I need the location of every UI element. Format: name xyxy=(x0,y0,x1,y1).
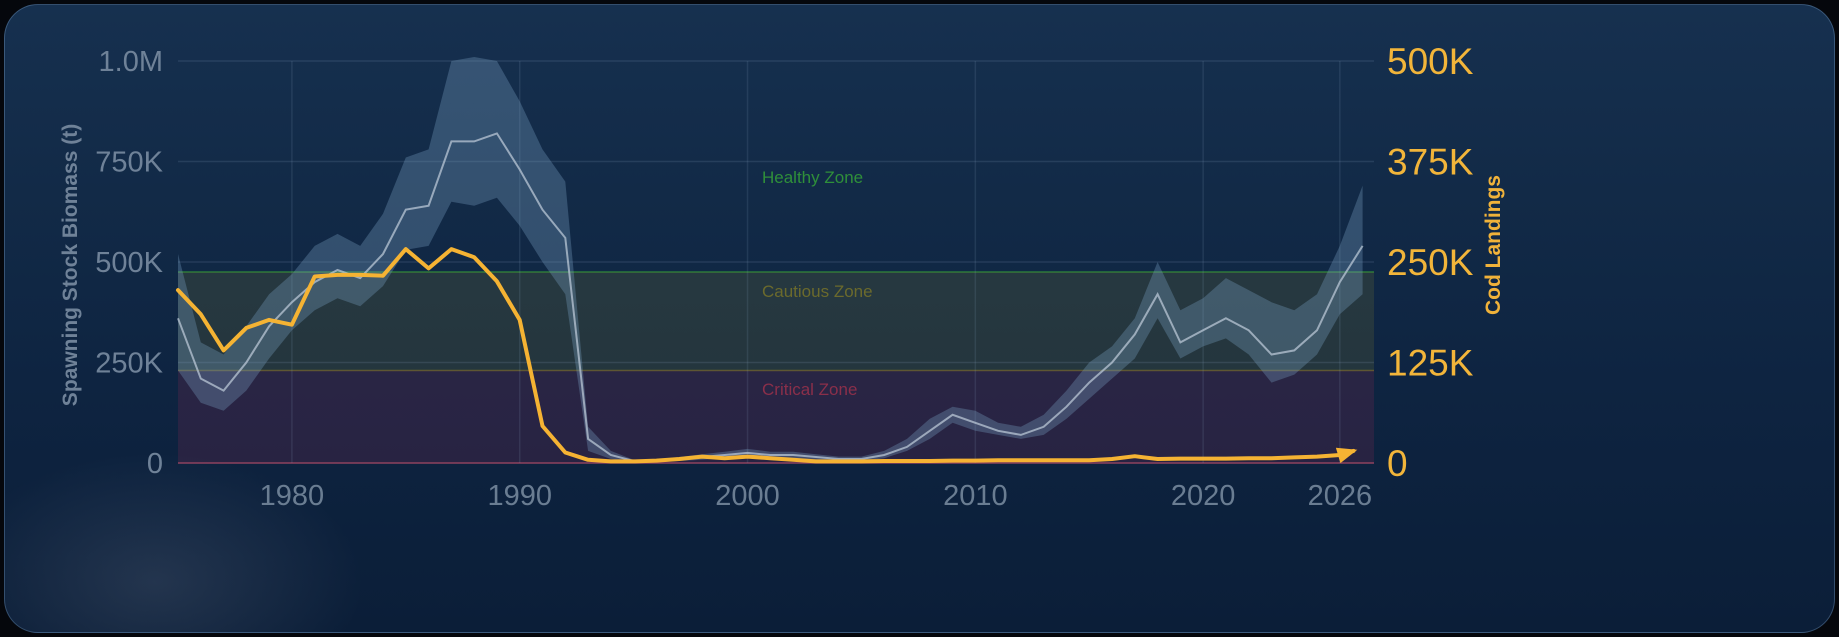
y-tick-label: 500K xyxy=(95,247,163,279)
grid-layer xyxy=(178,60,1374,464)
zones-layer xyxy=(178,271,1374,464)
zone-label: Critical Zone xyxy=(762,380,857,399)
x-tick-label: 2020 xyxy=(1171,480,1236,512)
y-tick-label: 250K xyxy=(95,348,163,380)
biomass-confidence-band xyxy=(178,57,1363,463)
zone-cautious-zone-area xyxy=(178,272,1374,371)
cod-landings-line xyxy=(176,247,1356,464)
x-tick-label: 1990 xyxy=(487,480,552,512)
biomass-landings-chart: 0 250K 500K 750K 1.0M 0 125K 250K 375K 500K 1980 19… xyxy=(59,41,1505,512)
zone-label: Healthy Zone xyxy=(762,168,863,187)
y2-tick-label: 250K xyxy=(1387,242,1474,283)
x-tick-label: 1980 xyxy=(260,480,325,512)
chart-card: 0 250K 500K 750K 1.0M 0 125K 250K 375K 500K 1980 19… xyxy=(4,4,1835,633)
y-axis-label: Spawning Stock Biomass (t) xyxy=(59,124,82,406)
zone-label: Cautious Zone xyxy=(762,282,873,301)
y-tick-label: 750K xyxy=(95,147,163,179)
text-layer: 0 250K 500K 750K 1.0M 0 125K 250K 375K 500K 1980 19… xyxy=(59,41,1505,512)
biomass-line xyxy=(177,132,1364,462)
y2-tick-label: 375K xyxy=(1387,142,1474,183)
y2-tick-label: 125K xyxy=(1387,343,1474,384)
landings-arrow-head xyxy=(1335,447,1358,464)
x-tick-label: 2000 xyxy=(715,480,780,512)
y2-tick-label: 0 xyxy=(1387,443,1408,484)
y2-axis-label: Cod Landings xyxy=(1482,175,1505,315)
y-tick-label: 1.0M xyxy=(99,46,163,78)
line-layer xyxy=(176,132,1364,464)
band-layer xyxy=(178,57,1363,463)
x-tick-label: 2026 xyxy=(1308,480,1373,512)
y2-tick-label: 500K xyxy=(1387,41,1474,82)
y-tick-label: 0 xyxy=(147,448,163,480)
x-tick-label: 2010 xyxy=(943,480,1008,512)
zone-critical-zone-area xyxy=(178,370,1374,463)
